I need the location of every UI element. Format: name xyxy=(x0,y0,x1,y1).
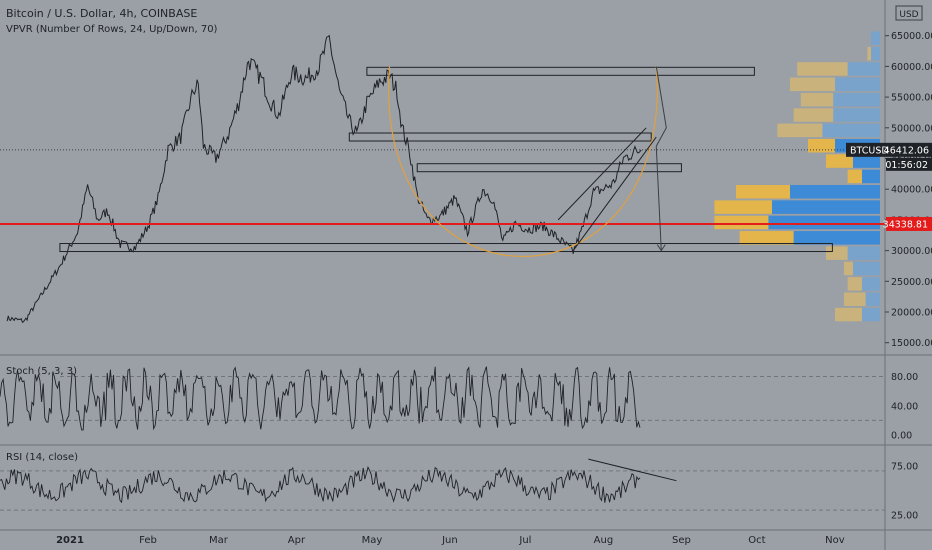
vp-up-bar xyxy=(833,92,880,107)
rsi-label: RSI (14, close) xyxy=(6,452,78,463)
arrow-head xyxy=(656,244,666,252)
wedge-lower xyxy=(572,136,657,251)
countdown-badge xyxy=(886,157,932,171)
last-price-label: - 46412.06 xyxy=(877,145,929,156)
vp-down-bar xyxy=(777,123,823,138)
vp-down-bar xyxy=(826,246,848,260)
price-line xyxy=(6,34,642,324)
vp-up-bar xyxy=(822,123,880,138)
vp-down-bar xyxy=(826,154,853,168)
vp-up-bar xyxy=(790,185,880,199)
time-tick-label: Nov xyxy=(825,535,845,546)
support-price-label: 34338.81 xyxy=(883,219,928,230)
vp-down-bar xyxy=(739,231,794,245)
stoch-line xyxy=(0,366,641,431)
vp-down-bar xyxy=(808,138,835,153)
time-tick-label: May xyxy=(362,535,383,546)
vp-up-bar xyxy=(772,200,880,214)
vp-down-bar xyxy=(800,92,834,107)
time-tick-label: 2021 xyxy=(56,535,84,546)
rsi-tick-label: 25.00 xyxy=(891,511,918,522)
time-tick-label: Feb xyxy=(139,535,157,546)
price-tick-label: 25000.00 xyxy=(891,277,932,288)
price-tick-label: 55000.00 xyxy=(891,93,932,104)
vp-up-bar xyxy=(862,169,880,184)
rsi-pane[interactable] xyxy=(0,458,677,504)
zone-box xyxy=(59,243,833,253)
drawn-zones xyxy=(59,66,833,253)
time-tick-label: Sep xyxy=(672,535,691,546)
price-axis[interactable]: 15000.0020000.0025000.0030000.0035000.00… xyxy=(846,31,932,522)
price-tick-label: 20000.00 xyxy=(891,308,932,319)
time-tick-label: Jul xyxy=(518,535,531,546)
time-tick-label: Aug xyxy=(594,535,614,546)
currency-badge[interactable]: USD xyxy=(895,5,923,21)
vp-down-bar xyxy=(867,46,871,61)
zone-box xyxy=(416,163,682,173)
vp-up-bar xyxy=(853,154,880,168)
vp-down-bar xyxy=(714,200,772,214)
last-price-badge xyxy=(846,142,932,157)
vp-down-bar xyxy=(736,185,790,199)
price-tick-label: 40000.00 xyxy=(891,185,932,196)
symbol-label: BTCUSD xyxy=(850,145,889,156)
time-axis[interactable]: 2021 Feb Mar Apr May Jun Jul Aug Sep Oct Nov xyxy=(56,535,845,546)
rsi-tick-label: 75.00 xyxy=(891,462,918,473)
stoch-tick-label: 40.00 xyxy=(891,401,918,412)
rsi-trendline xyxy=(588,458,677,482)
price-tick-label: 50000.00 xyxy=(891,123,932,134)
vp-down-bar xyxy=(835,307,862,322)
vp-down-bar xyxy=(790,77,835,92)
vp-up-bar xyxy=(871,46,880,61)
vp-down-bar xyxy=(844,261,853,276)
currency-label: USD xyxy=(899,10,918,20)
price-tick-label: 60000.00 xyxy=(891,62,932,73)
vp-down-bar xyxy=(844,292,866,306)
vp-up-bar xyxy=(865,292,880,306)
stochastic-pane[interactable] xyxy=(0,366,641,431)
vp-up-bar xyxy=(847,246,880,260)
price-tick-label: 15000.00 xyxy=(891,338,932,349)
vp-down-bar xyxy=(793,108,834,122)
time-tick-label: Oct xyxy=(748,535,765,546)
vp-up-bar xyxy=(847,62,880,76)
support-price-badge xyxy=(886,216,932,231)
vp-down-bar xyxy=(847,169,862,184)
zone-box xyxy=(348,132,652,142)
time-tick-label: Mar xyxy=(209,535,229,546)
price-tick-label: 65000.00 xyxy=(891,31,932,42)
projection-arrow xyxy=(655,66,667,251)
cup-curve xyxy=(388,66,658,257)
vp-up-bar xyxy=(768,215,880,230)
wedge-upper xyxy=(557,127,647,221)
vpvr-label: VPVR (Number Of Rows, 24, Up/Down, 70) xyxy=(6,24,218,35)
chart-title: Bitcoin / U.S. Dollar, 4h, COINBASE xyxy=(6,7,197,20)
stoch-tick-label: 0.00 xyxy=(891,431,912,442)
price-pane[interactable] xyxy=(0,34,885,324)
time-tick-label: Apr xyxy=(288,535,306,546)
countdown-label: 01:56:02 xyxy=(885,160,928,171)
vp-up-bar xyxy=(871,31,880,46)
vp-up-bar xyxy=(862,307,880,322)
vp-up-bar xyxy=(835,77,880,92)
vp-up-bar xyxy=(833,108,880,122)
vp-down-bar xyxy=(797,62,848,76)
vp-down-bar xyxy=(847,277,862,291)
stoch-label: Stoch (5, 3, 3) xyxy=(6,366,77,377)
vp-down-bar xyxy=(714,215,769,230)
price-tick-label: 30000.00 xyxy=(891,246,932,257)
vp-up-bar xyxy=(793,231,880,245)
rsi-line xyxy=(0,466,641,504)
time-tick-label: Jun xyxy=(441,535,458,546)
vp-up-bar xyxy=(853,261,880,276)
stoch-tick-label: 80.00 xyxy=(891,372,918,383)
zone-box xyxy=(366,66,755,76)
drawings xyxy=(388,66,667,257)
vp-up-bar xyxy=(862,277,880,291)
